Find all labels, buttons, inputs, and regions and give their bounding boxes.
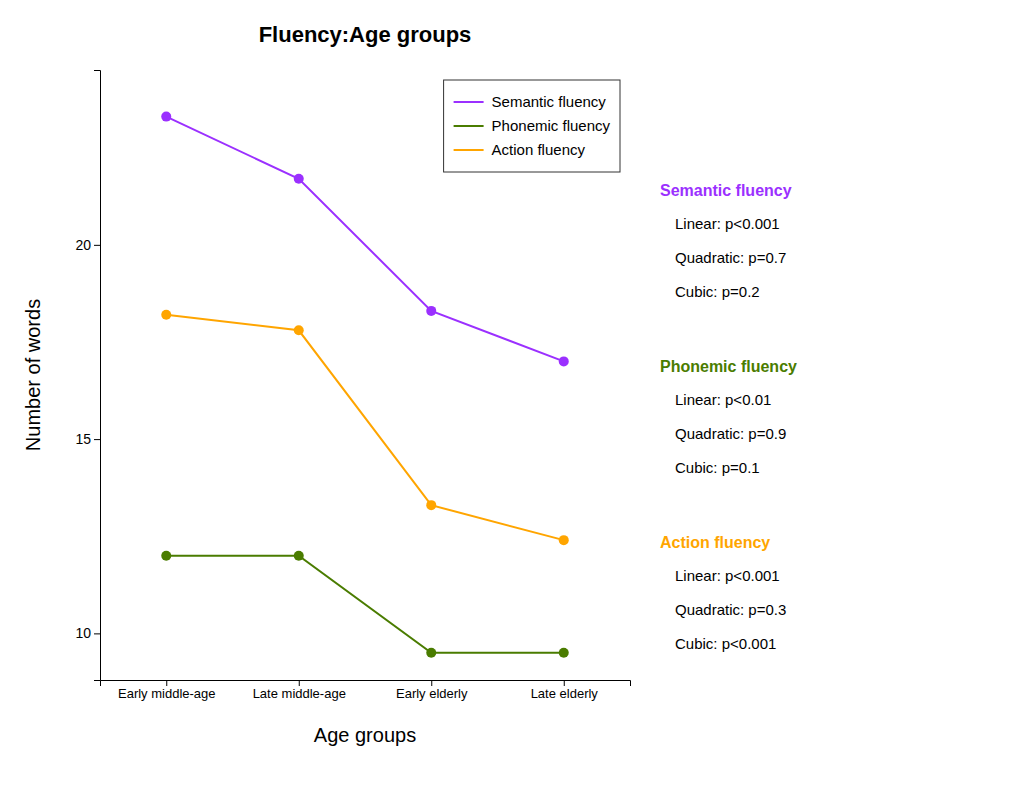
annotation-line: Cubic: p=0.2 — [675, 283, 760, 300]
series-marker — [294, 325, 304, 335]
annotation-line: Linear: p<0.001 — [675, 215, 780, 232]
x-axis: Early middle-age Late middle-age Early eld… — [101, 680, 631, 701]
y-tick-mark — [94, 439, 100, 440]
chart: Early middle-age Late middle-age Early eld… — [0, 0, 1019, 793]
x-axis-title: Age groups — [314, 724, 416, 746]
x-tick-mark — [299, 680, 300, 686]
legend-swatch — [454, 125, 484, 127]
legend-swatch — [454, 149, 484, 151]
annotation-line: Quadratic: p=0.7 — [675, 249, 786, 266]
annotations: Semantic fluency Linear: p<0.001 Quadratic… — [660, 182, 797, 653]
y-tick-mark — [94, 245, 100, 246]
x-tick: Late elderly — [531, 680, 599, 701]
y-tick: 20 — [75, 237, 100, 253]
y-axis-title: Number of words — [22, 299, 44, 451]
series-marker — [161, 112, 171, 122]
x-tick-mark — [166, 680, 167, 686]
series-marker — [294, 174, 304, 184]
x-tick-mark — [431, 680, 432, 686]
series-marker — [559, 535, 569, 545]
annotation-line: Cubic: p=0.1 — [675, 459, 760, 476]
series-line — [166, 556, 564, 653]
legend-label: Semantic fluency — [492, 93, 607, 110]
series-marker — [559, 356, 569, 366]
x-tick-label: Late elderly — [531, 686, 599, 701]
y-tick-label: 10 — [75, 625, 91, 641]
annotation-line: Cubic: p<0.001 — [675, 635, 776, 652]
y-axis-line — [94, 71, 101, 681]
annotation-title: Semantic fluency — [660, 182, 792, 199]
x-tick-label: Late middle-age — [253, 686, 346, 701]
chart-title: Fluency:Age groups — [259, 22, 472, 47]
series-marker — [559, 648, 569, 658]
y-tick: 10 — [75, 625, 100, 641]
y-tick-label: 20 — [75, 237, 91, 253]
annotation-title: Phonemic fluency — [660, 358, 797, 375]
y-tick: 15 — [75, 431, 100, 447]
series-marker — [161, 310, 171, 320]
annotation-line: Linear: p<0.01 — [675, 391, 771, 408]
y-tick-label: 15 — [75, 431, 91, 447]
series-marker — [161, 551, 171, 561]
x-tick: Late middle-age — [253, 680, 346, 701]
legend: Semantic fluency Phonemic fluency Action f… — [444, 80, 620, 172]
series-marker — [426, 306, 436, 316]
x-tick: Early elderly — [396, 680, 468, 701]
series-line — [166, 315, 564, 540]
series-marker — [294, 551, 304, 561]
plot-area — [161, 112, 569, 658]
x-tick-label: Early middle-age — [118, 686, 216, 701]
x-tick-label: Early elderly — [396, 686, 468, 701]
legend-box — [444, 80, 620, 172]
series-marker — [426, 648, 436, 658]
legend-swatch — [454, 101, 484, 103]
legend-label: Phonemic fluency — [492, 117, 611, 134]
x-tick-mark — [564, 680, 565, 686]
y-axis: 10 15 20 — [75, 71, 100, 681]
annotation-title: Action fluency — [660, 534, 770, 551]
x-axis-line — [101, 681, 631, 687]
annotation-line: Linear: p<0.001 — [675, 567, 780, 584]
annotation-line: Quadratic: p=0.3 — [675, 601, 786, 618]
series-marker — [426, 500, 436, 510]
annotation-line: Quadratic: p=0.9 — [675, 425, 786, 442]
y-tick-mark — [94, 633, 100, 634]
x-tick: Early middle-age — [118, 680, 216, 701]
legend-label: Action fluency — [492, 141, 586, 158]
